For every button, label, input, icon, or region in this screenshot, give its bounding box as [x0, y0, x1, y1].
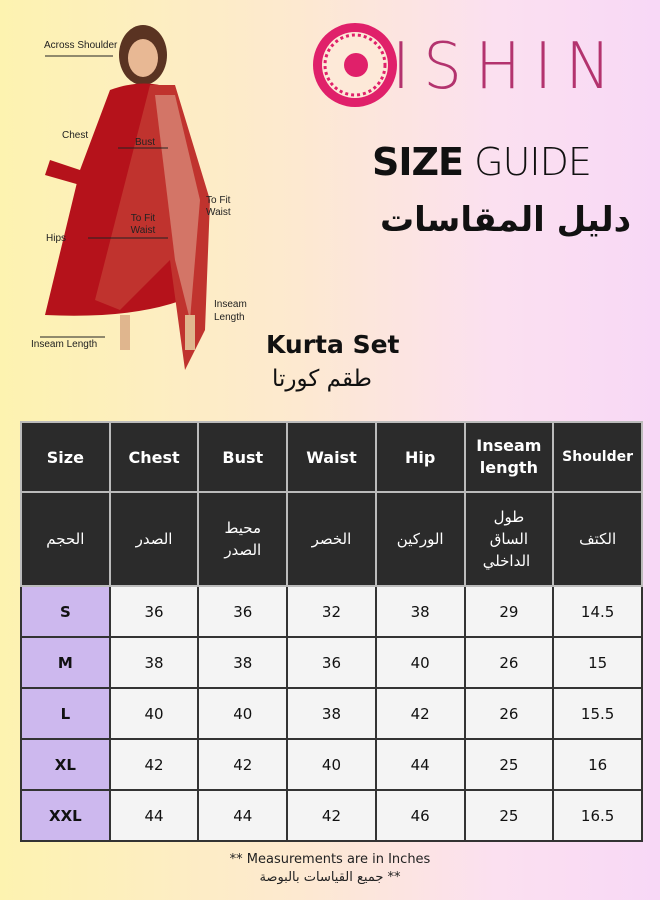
table-row: XXL 44 44 42 46 25 16.5 [20, 789, 643, 842]
page-title: SIZE GUIDE [372, 140, 592, 184]
measurement-cell: 36 [286, 636, 377, 689]
header-waist: Waist [286, 421, 377, 493]
label-across-shoulder: Across Shoulder [44, 40, 118, 51]
model-illustration [40, 25, 210, 370]
measurement-cell: 42 [197, 738, 289, 791]
label-inseam-right: Inseam Length [214, 299, 247, 323]
measurement-cell: 25 [463, 738, 555, 791]
label-bust: Bust [135, 137, 156, 148]
header-row: Size Chest Bust Waist Hip Inseam length … [20, 421, 643, 493]
measurement-cell: 29 [463, 585, 555, 638]
measurement-cell: 15 [552, 636, 643, 689]
measurement-cell: 36 [197, 585, 289, 638]
size-cell: M [20, 636, 111, 689]
size-cell: XL [20, 738, 111, 791]
measurement-cell: 26 [463, 636, 555, 689]
header-ar-waist: الخصر [286, 491, 377, 587]
header-chest: Chest [108, 421, 200, 493]
label-hips: Hips [46, 233, 67, 244]
measurement-cell: 26 [463, 687, 555, 740]
product-name-arabic: طقم كورتا [272, 366, 372, 392]
measurement-cell: 25 [463, 789, 555, 842]
measurement-cell: 40 [374, 636, 466, 689]
header-ar-hip: الوركين [374, 491, 466, 587]
table-row: S 36 36 32 38 29 14.5 [20, 585, 643, 638]
header-ar-shoulder: الكتف [552, 491, 643, 587]
table-row: L 40 40 38 42 26 15.5 [20, 687, 643, 740]
measurement-cell: 44 [108, 789, 200, 842]
size-cell: L [20, 687, 111, 740]
brand-logo-icon [313, 23, 397, 107]
header-ar-chest: الصدر [108, 491, 200, 587]
title-light: GUIDE [474, 140, 592, 184]
title-bold: SIZE [372, 140, 464, 184]
measurement-cell: 38 [108, 636, 200, 689]
measurement-cell: 15.5 [552, 687, 643, 740]
measurement-cell: 38 [197, 636, 289, 689]
page-title-arabic: دليل المقاسات [380, 200, 632, 240]
measurement-cell: 42 [286, 789, 377, 842]
table-row: M 38 38 36 40 26 15 [20, 636, 643, 689]
table-row: XL 42 42 40 44 25 16 [20, 738, 643, 791]
header-ar-bust: محيط الصدر [197, 491, 289, 587]
product-name: Kurta Set [266, 330, 400, 359]
measurement-cell: 40 [197, 687, 289, 740]
measurement-cell: 46 [374, 789, 466, 842]
measurement-cell: 38 [374, 585, 466, 638]
label-chest: Chest [62, 130, 89, 141]
measurement-cell: 40 [108, 687, 200, 740]
header-ar-size: الحجم [20, 491, 111, 587]
size-cell: XXL [20, 789, 111, 842]
measurement-cell: 42 [374, 687, 466, 740]
footer-note-ar: ** جميع القياسات بالبوصة [259, 870, 401, 885]
measurement-cell: 44 [197, 789, 289, 842]
measurement-cell: 40 [286, 738, 377, 791]
header-size: Size [20, 421, 111, 493]
measurement-cell: 32 [286, 585, 377, 638]
measurement-cell: 16 [552, 738, 643, 791]
header-inseam: Inseam length [463, 421, 555, 493]
measurement-cell: 16.5 [552, 789, 643, 842]
header-ar-inseam: طول الساق الداخلي [463, 491, 555, 587]
header-hip: Hip [374, 421, 466, 493]
measurement-cell: 14.5 [552, 585, 643, 638]
brand-name: ISHIN [392, 30, 625, 104]
label-to-fit-waist-outer: To Fit Waist [206, 195, 231, 218]
measurement-cell: 42 [108, 738, 200, 791]
header-row-arabic: الحجم الصدر محيط الصدر الخصر الوركين طول… [20, 491, 643, 587]
label-to-fit-waist-inner: To Fit Waist [130, 213, 156, 236]
footer-note-en: ** Measurements are in Inches [229, 852, 431, 867]
measurement-cell: 36 [108, 585, 200, 638]
label-inseam-left: Inseam Length [31, 339, 98, 350]
measurement-cell: 38 [286, 687, 377, 740]
size-table: Size Chest Bust Waist Hip Inseam length … [20, 421, 643, 842]
header-bust: Bust [197, 421, 289, 493]
measurement-cell: 44 [374, 738, 466, 791]
size-cell: S [20, 585, 111, 638]
header-shoulder: Shoulder [552, 421, 643, 493]
